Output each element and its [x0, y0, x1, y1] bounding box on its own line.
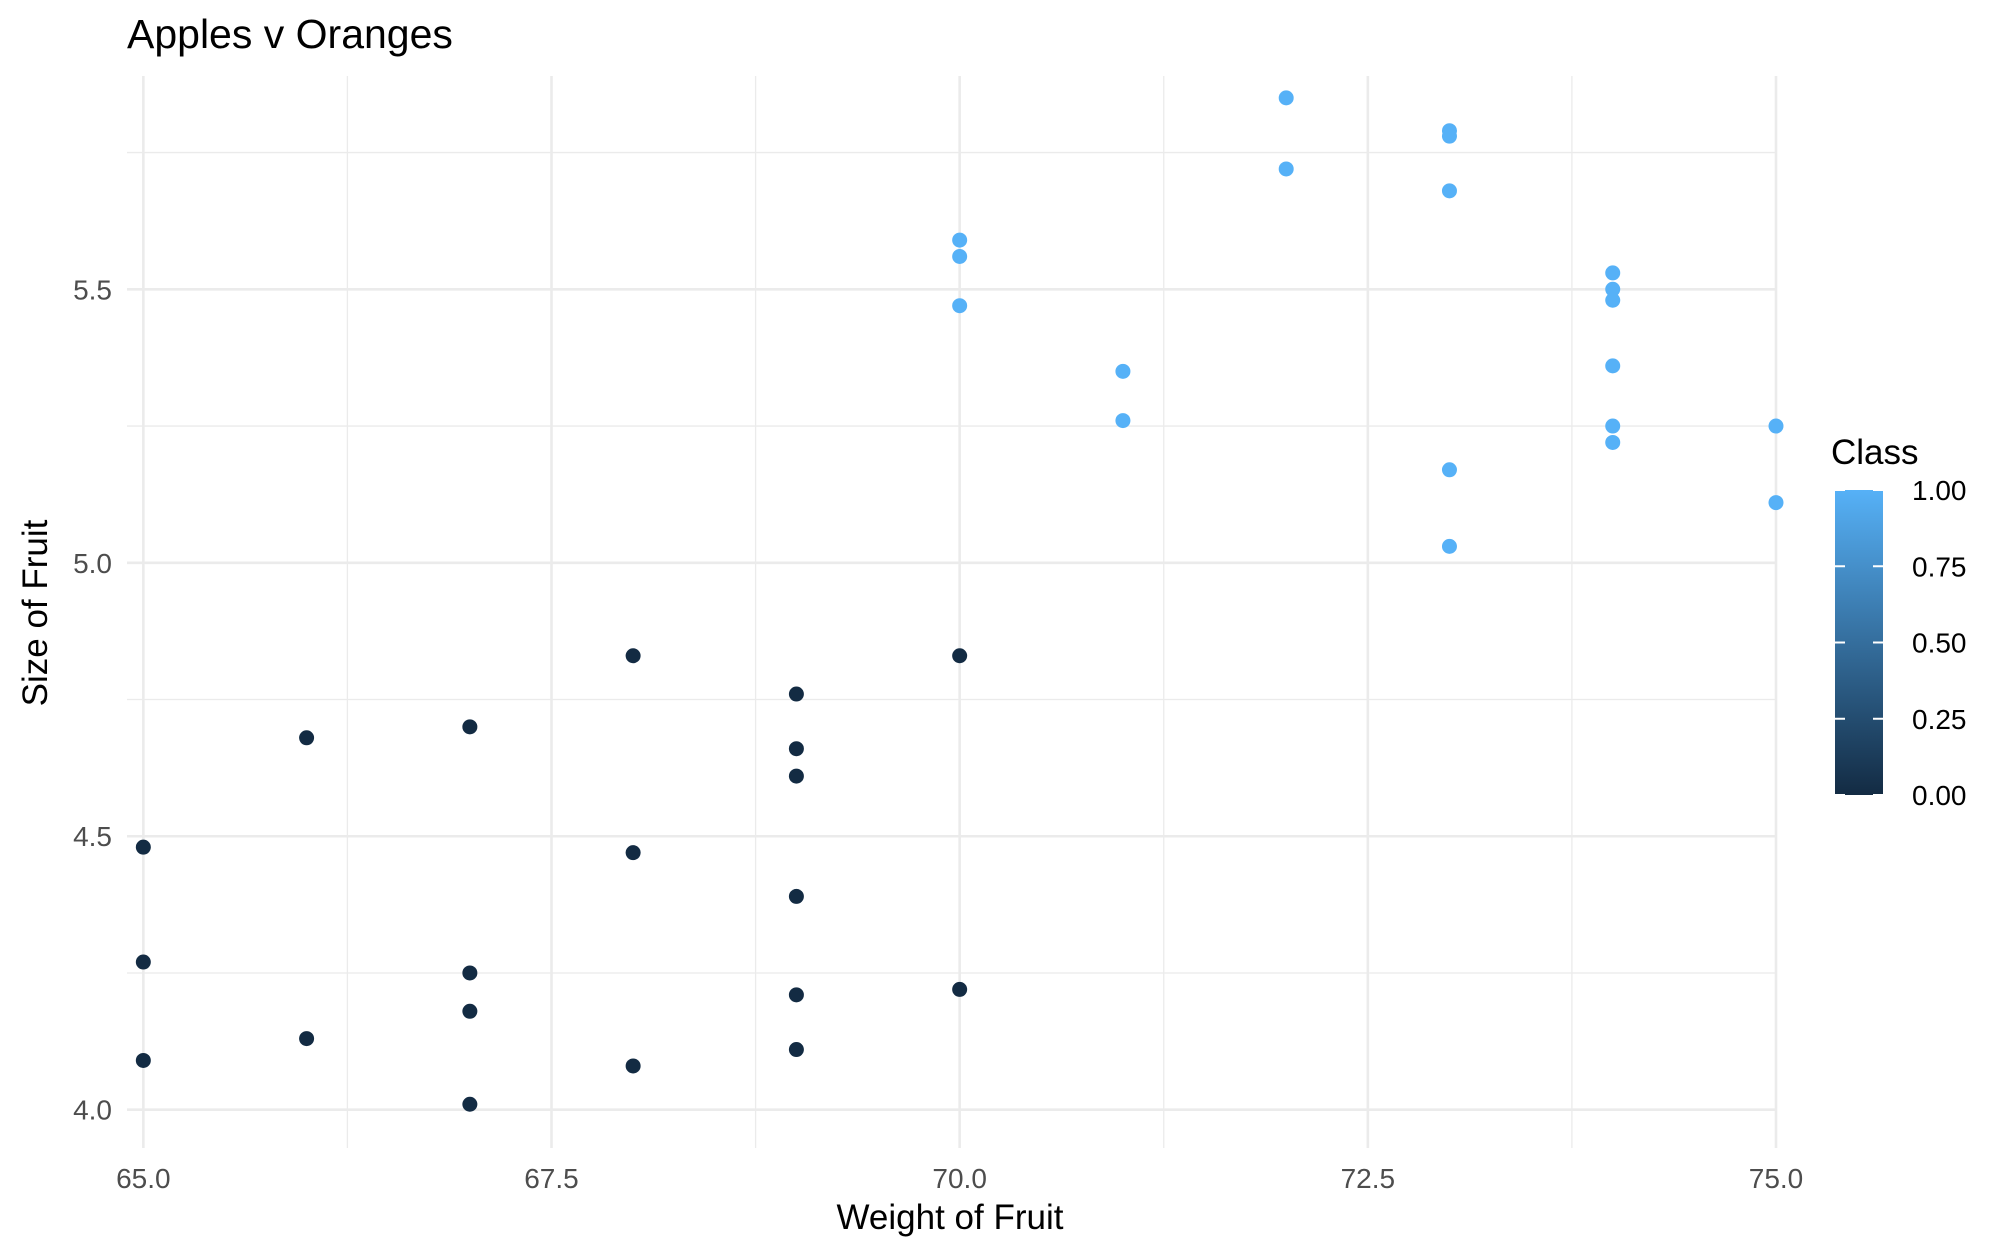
data-point: [135, 1052, 151, 1068]
data-points: [135, 90, 1784, 1112]
data-point: [1605, 358, 1621, 374]
data-point: [625, 1058, 641, 1074]
data-point: [1441, 128, 1457, 144]
data-point: [1278, 90, 1294, 106]
data-point: [462, 719, 478, 735]
data-point: [952, 298, 968, 314]
data-point: [1768, 418, 1784, 434]
data-point: [1115, 413, 1131, 429]
chart-title: Apples v Oranges: [127, 11, 453, 57]
x-axis-ticks: 65.0 67.5 70.0 72.5 75.0: [116, 1163, 1803, 1194]
data-point: [952, 232, 968, 248]
data-point: [1441, 183, 1457, 199]
data-point: [1768, 495, 1784, 511]
legend-tick-label: 0.75: [1912, 551, 1967, 582]
data-point: [1605, 281, 1621, 297]
x-tick-label: 72.5: [1341, 1163, 1396, 1194]
x-tick-label: 65.0: [116, 1163, 171, 1194]
data-point: [462, 1003, 478, 1019]
minor-grid: [127, 76, 1776, 1148]
data-point: [788, 888, 804, 904]
data-point: [788, 987, 804, 1003]
data-point: [299, 1031, 315, 1047]
y-tick-label: 5.0: [73, 548, 112, 579]
data-point: [625, 648, 641, 664]
data-point: [952, 248, 968, 264]
data-point: [1605, 434, 1621, 450]
data-point: [135, 839, 151, 855]
x-tick-label: 67.5: [524, 1163, 579, 1194]
data-point: [1441, 538, 1457, 554]
legend-tick-label: 1.00: [1912, 475, 1967, 506]
data-point: [1115, 363, 1131, 379]
data-point: [952, 981, 968, 997]
x-tick-label: 75.0: [1749, 1163, 1804, 1194]
data-point: [952, 648, 968, 664]
legend-tick-label: 0.00: [1912, 780, 1967, 811]
legend-tick-label: 0.50: [1912, 628, 1967, 659]
y-tick-label: 4.5: [73, 821, 112, 852]
x-tick-label: 70.0: [932, 1163, 987, 1194]
data-point: [625, 845, 641, 861]
y-axis-title: Size of Fruit: [16, 519, 55, 706]
data-point: [462, 1096, 478, 1112]
legend: Class 0.00 0.25 0.50 0.75 1.00: [1831, 433, 1967, 811]
data-point: [462, 965, 478, 981]
legend-tick-label: 0.25: [1912, 704, 1967, 735]
data-point: [1441, 462, 1457, 478]
data-point: [788, 741, 804, 757]
data-point: [1605, 418, 1621, 434]
data-point: [299, 730, 315, 746]
y-tick-label: 5.5: [73, 274, 112, 305]
data-point: [1605, 265, 1621, 281]
legend-title: Class: [1831, 433, 1919, 472]
y-axis-ticks: 4.0 4.5 5.0 5.5: [73, 274, 112, 1125]
legend-ticks: 0.00 0.25 0.50 0.75 1.00: [1835, 475, 1967, 811]
data-point: [1278, 161, 1294, 177]
y-tick-label: 4.0: [73, 1095, 112, 1126]
data-point: [1605, 292, 1621, 308]
major-grid: [127, 76, 1778, 1148]
data-point: [788, 768, 804, 784]
data-point: [788, 686, 804, 702]
x-axis-title: Weight of Fruit: [837, 1198, 1064, 1237]
data-point: [788, 1042, 804, 1058]
data-point: [135, 954, 151, 970]
